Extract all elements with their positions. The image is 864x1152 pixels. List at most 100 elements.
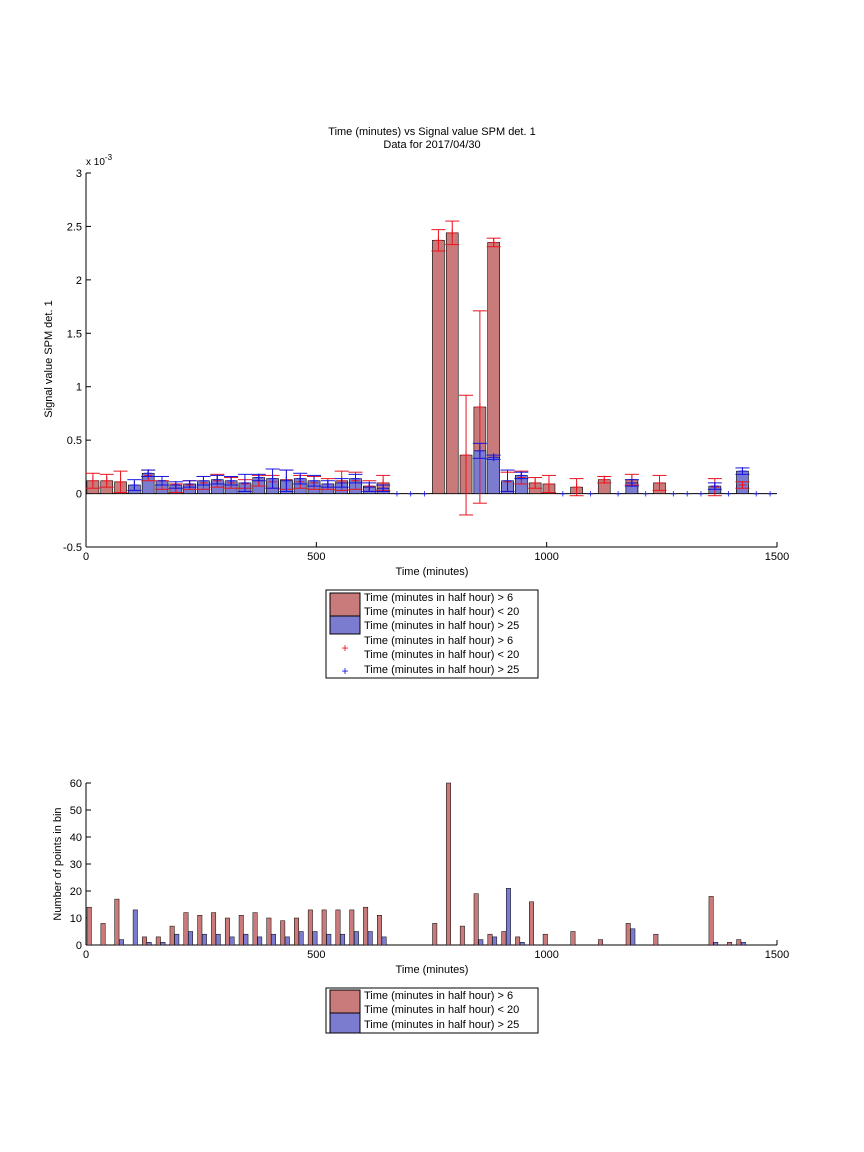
legend-entry: Time (minutes in half hour) > 6 bbox=[364, 635, 513, 647]
count-bar-blue bbox=[188, 931, 194, 946]
count-bar-blue bbox=[713, 942, 719, 946]
x-tick-label: 1500 bbox=[765, 551, 789, 563]
marker-blue: + bbox=[408, 489, 414, 501]
x-tick-label: 0 bbox=[83, 949, 89, 961]
legend-entry: Time (minutes in half hour) > 25 bbox=[364, 664, 519, 676]
legend-count: Time (minutes in half hour) > 6 Time (mi… bbox=[325, 987, 539, 1034]
count-bar-red bbox=[335, 909, 341, 946]
legend-signal: Time (minutes in half hour) > 6 Time (mi… bbox=[325, 589, 539, 679]
legend-entry: Time (minutes in half hour) < 20 bbox=[364, 606, 519, 618]
count-bar-red bbox=[307, 909, 313, 946]
signal-bar-red bbox=[445, 232, 459, 494]
count-bar-red bbox=[708, 896, 714, 946]
count-bar-red bbox=[155, 936, 161, 946]
count-bar-red bbox=[280, 920, 286, 946]
count-bar-blue bbox=[340, 933, 346, 946]
x-tick-label: 500 bbox=[307, 949, 325, 961]
y-tick-label: 0 bbox=[76, 489, 82, 501]
legend-marker-blue: + bbox=[341, 664, 348, 678]
count-bar-blue bbox=[519, 942, 525, 946]
plot-area-count: 0 500 1000 1500 0 10 20 30 40 50 60 bbox=[70, 778, 789, 961]
y-axis-label: Number of points in bin bbox=[52, 807, 64, 920]
count-bar-red bbox=[473, 893, 479, 946]
x-tick-label: 0 bbox=[83, 551, 89, 563]
marker-blue: + bbox=[753, 489, 759, 501]
legend-marker-red: + bbox=[341, 641, 348, 655]
legend-entry: Time (minutes in half hour) > 25 bbox=[364, 1019, 519, 1031]
y-tick-label: 0.5 bbox=[67, 435, 82, 447]
count-bar-red bbox=[238, 915, 244, 946]
count-bar-blue bbox=[160, 942, 166, 946]
x-tick-label: 1000 bbox=[534, 551, 558, 563]
count-bar-red bbox=[598, 939, 604, 946]
count-bar-red bbox=[321, 909, 327, 946]
count-bar-red bbox=[169, 925, 175, 946]
count-bar-blue bbox=[326, 933, 332, 946]
y-tick-label: 60 bbox=[70, 778, 82, 790]
y-tick-label: 40 bbox=[70, 832, 82, 844]
y-tick-label: 1 bbox=[76, 382, 82, 394]
y-tick-label: 50 bbox=[70, 805, 82, 817]
count-bar-red bbox=[653, 933, 659, 946]
legend-swatch-blue bbox=[329, 615, 361, 635]
count-bar-red bbox=[459, 925, 465, 946]
count-bar-blue bbox=[257, 936, 263, 946]
x-axis-label: Time (minutes) bbox=[396, 964, 469, 976]
marker-blue: + bbox=[698, 489, 704, 501]
count-bar-red bbox=[197, 915, 203, 946]
legend-entry: Time (minutes in half hour) > 25 bbox=[364, 620, 519, 632]
count-bar-blue bbox=[132, 909, 138, 946]
y-tick-label: 30 bbox=[70, 859, 82, 871]
count-bar-red bbox=[294, 917, 299, 946]
count-bar-blue bbox=[146, 942, 152, 946]
count-bar-red bbox=[446, 782, 451, 946]
count-bar-red bbox=[501, 931, 507, 946]
count-bar-red bbox=[487, 933, 493, 946]
marker-blue: + bbox=[670, 489, 676, 501]
count-bar-blue bbox=[229, 936, 235, 946]
count-bar-red bbox=[727, 942, 733, 946]
count-bar-red bbox=[224, 917, 230, 946]
chart-subtitle: Data for 2017/04/30 bbox=[383, 139, 480, 151]
count-chart: 0 500 1000 1500 0 10 20 30 40 50 60 Time (minutes)… bbox=[52, 778, 789, 1034]
count-bar-blue bbox=[119, 939, 124, 946]
marker-blue: + bbox=[725, 489, 731, 501]
signal-bar-red bbox=[432, 240, 445, 494]
count-bar-red bbox=[211, 912, 217, 946]
legend-entry: Time (minutes in half hour) < 20 bbox=[364, 649, 519, 661]
count-bar-blue bbox=[630, 928, 636, 946]
legend-swatch-red bbox=[329, 989, 361, 1014]
count-bar-red bbox=[736, 939, 742, 946]
legend-entry: Time (minutes in half hour) > 6 bbox=[364, 990, 513, 1002]
marker-blue: + bbox=[642, 489, 648, 501]
count-bar-blue bbox=[367, 931, 373, 946]
count-bar-blue bbox=[298, 931, 304, 946]
count-bar-blue bbox=[201, 933, 207, 946]
count-bar-blue bbox=[478, 939, 484, 946]
marker-blue: + bbox=[767, 489, 773, 501]
count-bar-red bbox=[266, 917, 272, 946]
count-bar-red bbox=[529, 901, 534, 946]
marker-blue: + bbox=[684, 489, 690, 501]
plot-area-signal: 0 500 1000 1500-0.500.511.522.53+ + + + + + + + + + +… bbox=[63, 168, 789, 563]
count-bar-blue bbox=[284, 936, 290, 946]
count-bar-blue bbox=[381, 936, 387, 946]
count-bar-blue bbox=[271, 933, 276, 946]
y-tick-label: 3 bbox=[76, 168, 82, 180]
y-tick-label: 1.5 bbox=[67, 328, 82, 340]
y-tick-label: 10 bbox=[70, 913, 82, 925]
marker-blue: + bbox=[421, 489, 427, 501]
count-bar-blue bbox=[215, 933, 221, 946]
count-bar-blue bbox=[243, 933, 249, 946]
legend-swatch-blue bbox=[329, 1012, 361, 1034]
signal-bar-blue bbox=[487, 456, 500, 494]
y-axis-label: Signal value SPM det. 1 bbox=[43, 300, 55, 417]
y-exponent-label: x 10-3 bbox=[86, 153, 113, 168]
count-bar-blue bbox=[505, 888, 511, 946]
y-tick-label: 0 bbox=[76, 940, 82, 952]
count-bar-red bbox=[515, 936, 521, 946]
y-tick-label: 2.5 bbox=[67, 221, 82, 233]
x-tick-label: 500 bbox=[307, 551, 325, 563]
plot-frame bbox=[86, 783, 777, 945]
